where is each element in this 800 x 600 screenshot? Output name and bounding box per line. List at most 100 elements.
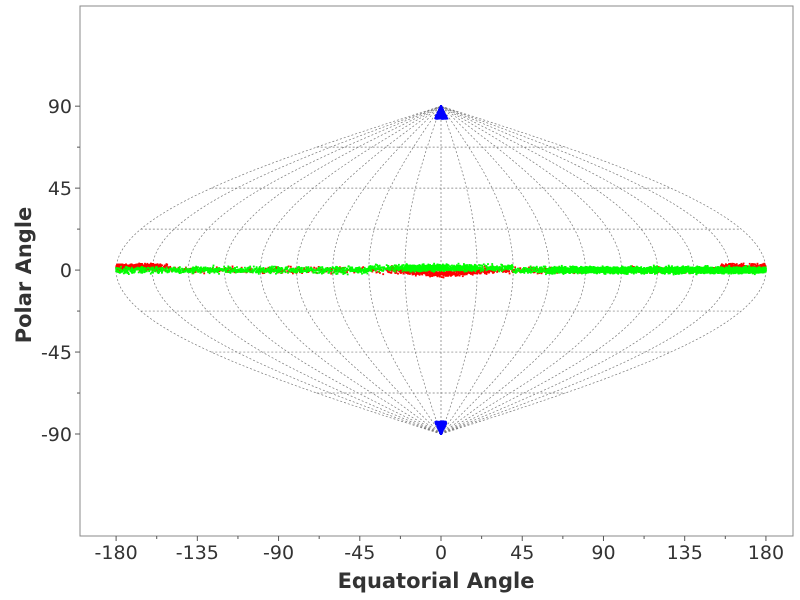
green-point — [464, 269, 467, 272]
red-point — [437, 273, 439, 276]
red-point — [454, 273, 457, 276]
green-point — [331, 269, 334, 272]
red-point — [483, 265, 486, 268]
green-point — [460, 269, 463, 272]
red-point — [429, 273, 432, 276]
red-point — [227, 270, 229, 272]
green-point — [745, 265, 747, 267]
red-point — [723, 265, 726, 267]
green-point — [317, 267, 320, 270]
red-point — [452, 271, 455, 274]
red-point — [740, 262, 743, 265]
red-point — [420, 272, 422, 275]
green-point — [402, 264, 405, 266]
green-point — [393, 264, 396, 267]
red-point — [513, 269, 516, 271]
red-point — [231, 265, 234, 268]
green-point — [541, 267, 544, 270]
red-point — [149, 263, 151, 266]
green-point — [617, 272, 620, 275]
red-point — [313, 266, 316, 269]
green-point — [395, 264, 398, 267]
green-point — [313, 269, 316, 272]
green-point — [424, 269, 427, 272]
green-point — [512, 271, 515, 274]
red-point — [417, 272, 420, 275]
red-point — [158, 265, 161, 268]
red-point — [443, 272, 446, 275]
green-point — [318, 271, 321, 274]
green-point — [224, 267, 227, 269]
red-point — [421, 272, 424, 274]
red-point — [157, 264, 159, 267]
red-point — [379, 272, 381, 274]
red-point — [377, 271, 379, 273]
red-point — [411, 273, 414, 276]
red-point — [473, 271, 476, 274]
green-point — [536, 271, 539, 274]
red-point — [203, 272, 206, 275]
green-point — [652, 264, 655, 267]
red-point — [465, 271, 468, 274]
green-point — [314, 271, 317, 274]
red-point — [408, 272, 411, 275]
red-point — [492, 272, 494, 274]
red-point — [456, 274, 459, 277]
red-point — [131, 267, 134, 269]
red-point — [519, 267, 522, 270]
red-point — [504, 270, 506, 273]
red-point — [404, 271, 407, 274]
green-point — [357, 268, 360, 271]
red-point — [451, 271, 453, 274]
red-point — [720, 265, 723, 267]
green-point — [435, 268, 438, 271]
red-point — [123, 266, 126, 268]
red-point — [346, 271, 348, 274]
red-point — [756, 262, 759, 265]
red-point — [502, 270, 505, 273]
red-point — [744, 265, 746, 267]
red-point — [631, 265, 633, 268]
red-point — [477, 270, 480, 273]
red-point — [152, 264, 155, 267]
red-point — [233, 271, 236, 274]
green-point — [526, 271, 529, 274]
green-point — [271, 267, 274, 270]
green-point — [422, 263, 425, 266]
red-point — [460, 273, 463, 276]
green-point — [667, 264, 670, 267]
green-point — [226, 268, 229, 271]
red-point — [154, 264, 157, 267]
red-point — [429, 272, 431, 274]
green-point — [473, 263, 476, 266]
green-point — [493, 269, 496, 272]
red-point — [425, 272, 428, 275]
red-point — [730, 264, 733, 266]
red-point — [145, 265, 148, 268]
green-point — [496, 266, 499, 269]
red-point — [734, 263, 737, 266]
green-point — [500, 263, 503, 266]
red-point — [164, 264, 167, 267]
red-point — [438, 274, 441, 277]
red-point — [150, 264, 153, 267]
red-point — [504, 269, 507, 271]
red-point — [388, 271, 390, 274]
meridian-line — [187, 105, 442, 435]
green-point — [363, 266, 366, 269]
red-point — [397, 272, 399, 275]
green-point — [145, 268, 148, 271]
green-point — [241, 269, 243, 272]
green-point — [404, 269, 407, 272]
red-point — [400, 269, 403, 272]
red-point — [144, 262, 146, 265]
green-point — [299, 267, 301, 269]
green-point — [672, 273, 675, 276]
green-point — [247, 269, 249, 271]
red-point — [411, 272, 414, 275]
red-point — [440, 273, 443, 275]
green-point — [302, 267, 305, 270]
green-point — [289, 270, 292, 273]
red-point — [394, 272, 397, 274]
